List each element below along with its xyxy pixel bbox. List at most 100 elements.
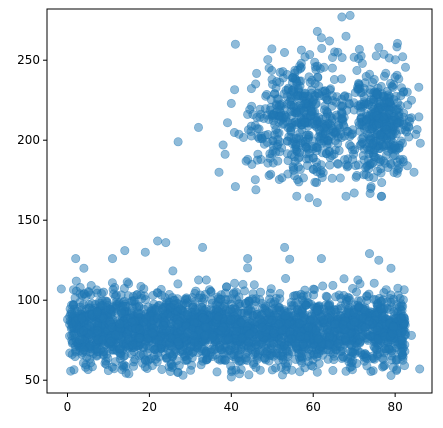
- data-point: [235, 356, 245, 366]
- data-point: [327, 173, 337, 183]
- data-point: [173, 319, 183, 329]
- data-point: [247, 315, 257, 325]
- data-point: [300, 363, 310, 373]
- data-point: [264, 63, 274, 73]
- data-point: [201, 322, 211, 332]
- data-point: [178, 346, 188, 356]
- data-point: [292, 191, 302, 201]
- data-point: [270, 120, 280, 130]
- data-point: [325, 160, 335, 170]
- data-point: [386, 263, 396, 273]
- data-point: [281, 273, 291, 283]
- data-point: [319, 315, 329, 325]
- data-point: [415, 364, 425, 374]
- data-point: [286, 334, 296, 344]
- data-point: [240, 298, 250, 308]
- data-point: [198, 242, 208, 252]
- data-point: [115, 319, 125, 329]
- data-point: [293, 154, 303, 164]
- data-point: [276, 362, 286, 372]
- data-point: [291, 133, 301, 143]
- data-point: [120, 246, 130, 256]
- data-point: [218, 348, 228, 358]
- data-point: [362, 291, 372, 301]
- data-point: [298, 339, 308, 349]
- data-point: [328, 280, 338, 290]
- y-tick-label: 250: [17, 53, 40, 67]
- data-point: [150, 344, 160, 354]
- data-point: [392, 38, 402, 48]
- data-point: [310, 62, 320, 72]
- data-point: [372, 166, 382, 176]
- data-point: [139, 317, 149, 327]
- data-point: [201, 275, 211, 285]
- data-point: [388, 322, 398, 332]
- data-point: [238, 279, 248, 289]
- data-point: [369, 353, 379, 363]
- data-point: [248, 289, 258, 299]
- data-point: [186, 365, 196, 375]
- data-point: [300, 117, 310, 127]
- data-point: [378, 362, 388, 372]
- data-point: [336, 301, 346, 311]
- data-point: [363, 334, 373, 344]
- data-point: [349, 317, 359, 327]
- data-point: [381, 124, 391, 134]
- data-point: [111, 330, 121, 340]
- data-point: [213, 312, 223, 322]
- data-point: [415, 138, 425, 148]
- data-point: [226, 372, 236, 382]
- data-point: [259, 353, 269, 363]
- data-point: [289, 87, 299, 97]
- data-point: [153, 236, 163, 246]
- data-point: [266, 95, 276, 105]
- data-point: [366, 366, 376, 376]
- data-point: [406, 330, 416, 340]
- data-point: [353, 160, 363, 170]
- data-point: [159, 321, 169, 331]
- data-point: [265, 338, 275, 348]
- data-point: [293, 65, 303, 75]
- data-point: [226, 98, 236, 108]
- data-point: [317, 43, 327, 53]
- data-point: [354, 117, 364, 127]
- data-point: [311, 325, 321, 335]
- data-point: [248, 110, 258, 120]
- data-point: [327, 63, 337, 73]
- data-point: [345, 10, 355, 20]
- data-point: [79, 326, 89, 336]
- data-point: [213, 354, 223, 364]
- data-point: [294, 177, 304, 187]
- data-point: [396, 347, 406, 357]
- data-point: [198, 313, 208, 323]
- data-point: [137, 293, 147, 303]
- data-point: [115, 344, 125, 354]
- data-point: [349, 52, 359, 62]
- data-point: [268, 110, 278, 120]
- data-point: [255, 104, 265, 114]
- data-point: [271, 147, 281, 157]
- data-point: [259, 113, 269, 123]
- data-point: [359, 92, 369, 102]
- data-point: [168, 266, 178, 276]
- data-point: [93, 307, 103, 317]
- data-point: [310, 177, 320, 187]
- data-point: [364, 316, 374, 326]
- data-point: [229, 350, 239, 360]
- data-point: [266, 169, 276, 179]
- data-point: [325, 331, 335, 341]
- data-point: [287, 111, 297, 121]
- data-point: [87, 318, 97, 328]
- data-point: [271, 293, 281, 303]
- data-point: [351, 172, 361, 182]
- data-point: [337, 114, 347, 124]
- y-tick-label: 200: [17, 133, 40, 147]
- data-point: [388, 348, 398, 358]
- data-point: [301, 300, 311, 310]
- data-point: [218, 140, 228, 150]
- data-point: [316, 254, 326, 264]
- data-point: [296, 45, 306, 55]
- data-point: [398, 52, 408, 62]
- data-point: [229, 128, 239, 138]
- data-point: [309, 290, 319, 300]
